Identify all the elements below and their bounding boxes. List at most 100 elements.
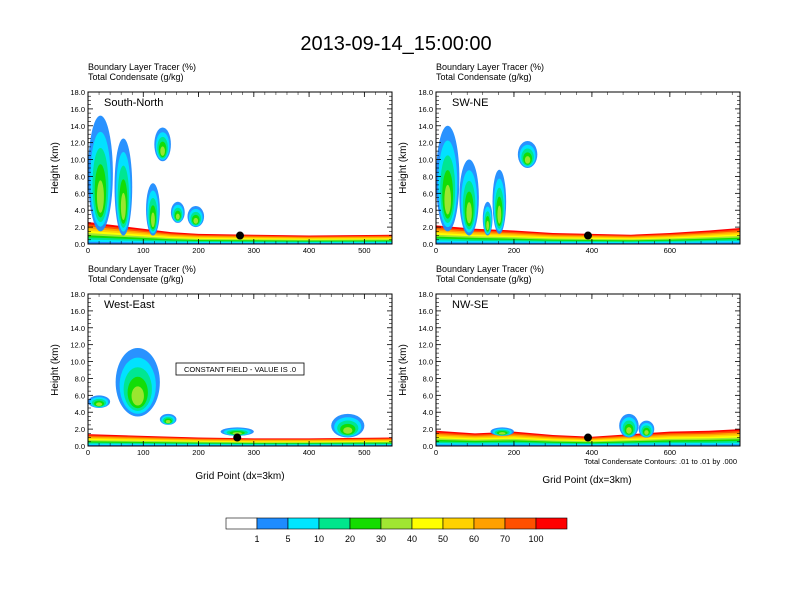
panel-header-condensate: Total Condensate (g/kg) [88,274,184,284]
colorbar-label: 20 [345,534,355,544]
constant-field-box: CONSTANT FIELD - VALUE IS .0 [175,362,305,376]
y-tick-label: 6.0 [423,189,433,198]
colorbar-swatch [535,517,568,530]
tracer-cloud-cell [131,386,144,406]
x-tick-label: 400 [586,448,599,457]
panel-west-east: Boundary Layer Tracer (%)Total Condensat… [50,264,393,457]
panel-header-tracer: Boundary Layer Tracer (%) [88,62,196,72]
y-tick-label: 14.0 [418,324,433,333]
y-tick-label: 4.0 [423,408,433,417]
y-tick-label: 4.0 [423,206,433,215]
tracer-cloud-cell [644,430,649,435]
x-tick-label: 500 [358,246,371,255]
x-tick-label: 300 [248,448,261,457]
colorbar-label: 30 [376,534,386,544]
plot-area [88,115,392,244]
y-tick-label: 2.0 [75,425,85,434]
constant-field-note: CONSTANT FIELD - VALUE IS .0 [184,365,296,374]
tracer-cloud-cell [160,146,165,156]
tracer-cloud-cell [486,220,490,231]
y-tick-label: 8.0 [75,172,85,181]
colorbar-swatch [225,517,258,530]
x-tick-label: 200 [192,246,205,255]
y-tick-label: 10.0 [70,358,85,367]
panel-header-condensate: Total Condensate (g/kg) [436,72,532,82]
y-tick-label: 16.0 [70,105,85,114]
y-tick-label: 12.0 [70,341,85,350]
colorbar-label: 40 [407,534,417,544]
y-tick-label: 14.0 [70,324,85,333]
panel-name: NW-SE [452,299,488,311]
xlabel-right: Grid Point (dx=3km) [542,475,631,486]
y-tick-label: 4.0 [75,408,85,417]
plot-area [88,348,392,446]
tracer-cloud-cell [165,420,171,424]
constant-field-frame [175,362,305,376]
colorbar-swatch [380,517,413,530]
y-tick-label: 6.0 [75,189,85,198]
colorbar-label: 70 [500,534,510,544]
colorbar-swatch [287,517,320,530]
colorbar-label: 10 [314,534,324,544]
plot-frame [435,293,741,447]
y-tick-label: 2.0 [75,223,85,232]
x-tick-label: 400 [303,246,316,255]
colorbar-swatch [442,517,475,530]
location-marker [584,231,592,240]
panel-header-tracer: Boundary Layer Tracer (%) [436,264,544,274]
x-tick-label: 400 [586,246,599,255]
y-tick-label: 10.0 [418,358,433,367]
contour-note: Total Condensate Contours: .01 to .01 by… [584,457,737,466]
location-marker [584,433,592,442]
y-tick-label: 16.0 [70,307,85,316]
colorbar: 1 5 10 20 30 40 50 60 70 100 [225,517,568,544]
location-marker [236,231,244,240]
tracer-cloud-cell [232,432,242,435]
tracer-cloud-cell [175,213,180,220]
x-tick-label: 0 [434,448,438,457]
y-tick-label: 0.0 [423,442,433,451]
tracer-cloud-cell [466,202,472,224]
y-tick-label: 4.0 [75,206,85,215]
plot-frame [87,91,393,245]
tracer-cloud-cell [524,156,531,164]
colorbar-label: 60 [469,534,479,544]
panel-name: West-East [104,299,155,311]
panel-header-condensate: Total Condensate (g/kg) [436,274,532,284]
y-tick-label: 0.0 [75,240,85,249]
figure-title: 2013-09-14_15:00:00 [300,33,491,55]
y-tick-label: 10.0 [418,156,433,165]
y-tick-label: 8.0 [423,172,433,181]
colorbar-swatch [256,517,289,530]
colorbar-swatch [349,517,382,530]
colorbar-swatch [318,517,351,530]
panel-nw-se: Boundary Layer Tracer (%)Total Condensat… [398,264,741,457]
x-tick-label: 0 [86,448,90,457]
y-tick-label: 18.0 [418,88,433,97]
y-tick-label: 12.0 [70,139,85,148]
plot-area [436,125,740,244]
tracer-cloud-cell [120,192,126,221]
panel-sw-ne: Boundary Layer Tracer (%)Total Condensat… [398,62,741,255]
x-tick-label: 200 [508,448,521,457]
tracer-cloud-cell [498,432,506,435]
y-tick-label: 18.0 [70,290,85,299]
boundary-layer-band [88,241,392,244]
x-tick-label: 500 [358,448,371,457]
y-tick-label: 0.0 [75,442,85,451]
tracer-cloud-cell [343,427,353,434]
tracer-cloud-cell [444,184,451,215]
colorbar-label: 1 [254,534,259,544]
y-tick-label: 10.0 [70,156,85,165]
tracer-cloud-cell [95,402,103,406]
y-axis-title: Height (km) [50,344,61,396]
x-tick-label: 300 [248,246,261,255]
y-tick-label: 6.0 [75,391,85,400]
y-tick-label: 8.0 [75,374,85,383]
panel-name: South-North [104,97,163,109]
panel-header-tracer: Boundary Layer Tracer (%) [436,62,544,72]
y-tick-label: 8.0 [423,374,433,383]
y-tick-label: 2.0 [423,223,433,232]
x-tick-label: 200 [192,448,205,457]
